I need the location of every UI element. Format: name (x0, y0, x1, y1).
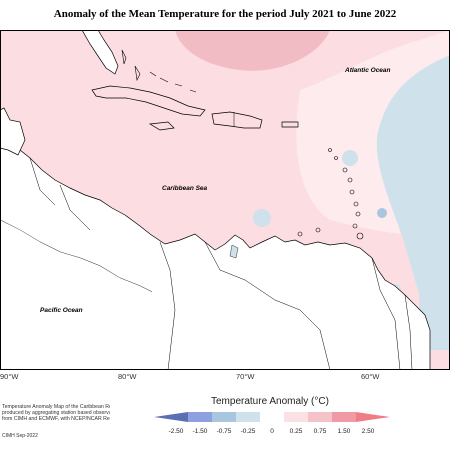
lesser-antilles (297, 148, 364, 240)
legend-swatch (236, 412, 260, 422)
warm-anomaly-patch (175, 30, 330, 71)
footnote-line: produced by aggregating station based ob… (2, 410, 110, 416)
map-credit: CIMH Sep-2022 (2, 433, 38, 439)
legend-tick-label: -2.50 (169, 428, 184, 435)
legend-swatch (356, 412, 390, 422)
legend-tick-label: -0.75 (217, 428, 232, 435)
color-legend: -2.50 -1.50 -0.75 -0.25 0 0.25 0.75 1.50 2.50 (154, 412, 390, 435)
lon-label-70w: 70°W (236, 372, 255, 381)
atlantic-ocean-label: Atlantic Ocean (344, 67, 391, 74)
pacific-ocean-label: Pacific Ocean (40, 307, 83, 314)
legend-tick-label: 0.75 (314, 428, 327, 435)
lake-maracaibo (229, 244, 239, 259)
caribbean-sea-label: Caribbean Sea (162, 185, 208, 192)
bahamas (121, 49, 197, 93)
legend-swatch (284, 412, 308, 422)
cool-spot (253, 209, 271, 227)
lon-label-90w: 90°W (0, 372, 19, 381)
jamaica (148, 121, 175, 131)
florida (81, 30, 119, 75)
footnote-line: Temperature Anomaly Map of the Caribbean… (2, 404, 110, 410)
country-borders (29, 157, 413, 370)
legend-swatch (260, 412, 284, 422)
hispaniola (211, 111, 263, 129)
cool-spot (377, 208, 387, 218)
footnote-line: from CIMH and ECMWF, with NCEP/NCAR Rean… (2, 416, 110, 422)
legend-swatch (188, 412, 212, 422)
legend-tick-label: 1.50 (338, 428, 351, 435)
cuba (91, 85, 206, 117)
map-footnote: Temperature Anomaly Map of the Caribbean… (2, 404, 110, 422)
legend-tick-label: -0.25 (241, 428, 256, 435)
pacific-ocean (0, 220, 160, 370)
legend-tick-label: -1.50 (193, 428, 208, 435)
anomaly-map: Atlantic Ocean Caribbean Sea Pacific Oce… (0, 30, 450, 370)
map-title: Anomaly of the Mean Temperature for the … (53, 8, 397, 20)
legend-tick-label: 2.50 (362, 428, 375, 435)
legend-swatch (332, 412, 356, 422)
legend-swatch (212, 412, 236, 422)
cool-anomaly-atlantic (376, 55, 450, 340)
yucatan-peninsula (0, 107, 26, 156)
cool-spot (342, 150, 358, 166)
lon-label-60w: 60°W (361, 372, 380, 381)
legend-swatch (308, 412, 332, 422)
legend-swatch (154, 412, 188, 422)
lon-label-80w: 80°W (118, 372, 137, 381)
puerto-rico (281, 121, 299, 128)
legend-title: Temperature Anomaly (°C) (211, 396, 329, 407)
legend-tick-label: 0.25 (290, 428, 303, 435)
legend-tick-label: 0 (270, 428, 274, 435)
